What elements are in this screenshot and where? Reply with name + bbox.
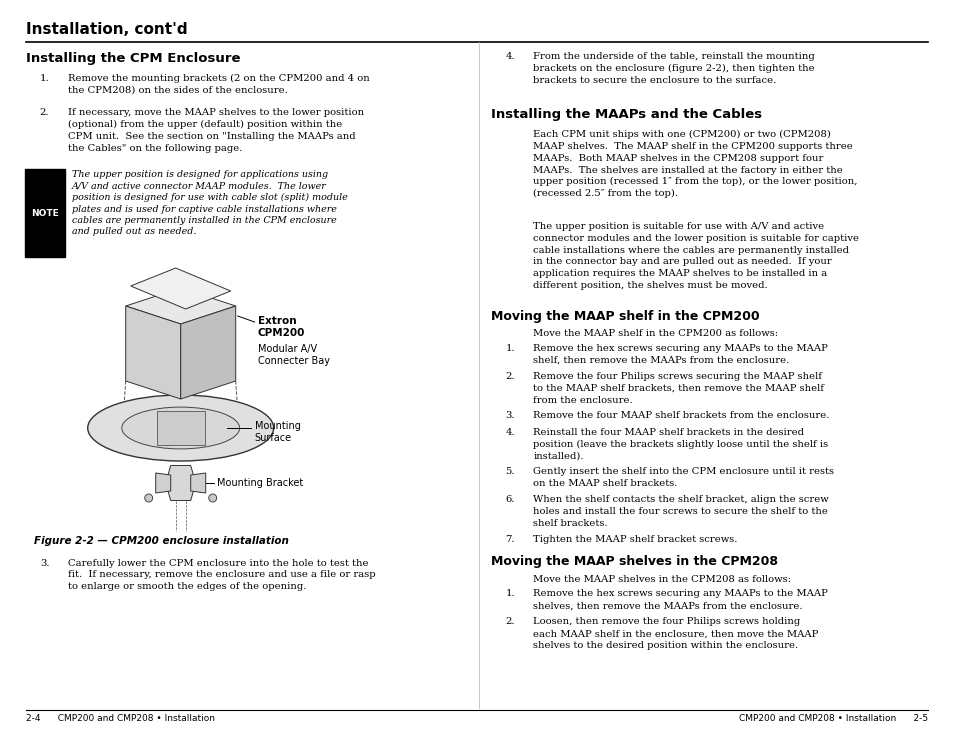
Text: 2-4      CMP200 and CMP208 • Installation: 2-4 CMP200 and CMP208 • Installation: [26, 714, 214, 723]
Text: Move the MAAP shelves in the CPM208 as follows:: Move the MAAP shelves in the CPM208 as f…: [533, 574, 790, 584]
Text: Extron
CPM200: Extron CPM200: [257, 316, 305, 337]
Text: Installation, cont'd: Installation, cont'd: [26, 22, 187, 37]
Text: Installing the MAAPs and the Cables: Installing the MAAPs and the Cables: [491, 108, 761, 121]
Text: 1.: 1.: [505, 590, 515, 599]
Text: Mounting
Surface: Mounting Surface: [254, 421, 300, 443]
Polygon shape: [155, 473, 171, 493]
Ellipse shape: [145, 494, 152, 502]
Text: 2.: 2.: [505, 618, 515, 627]
Polygon shape: [126, 306, 180, 399]
Ellipse shape: [88, 395, 274, 461]
Text: 3.: 3.: [40, 559, 50, 568]
Text: NOTE: NOTE: [30, 209, 58, 218]
Text: The upper position is designed for applications using
A/V and active connector M: The upper position is designed for appli…: [71, 170, 347, 236]
FancyBboxPatch shape: [25, 169, 65, 257]
Ellipse shape: [122, 407, 239, 449]
Text: Moving the MAAP shelves in the CPM208: Moving the MAAP shelves in the CPM208: [491, 556, 778, 568]
Text: Reinstall the four MAAP shelf brackets in the desired
position (leave the bracke: Reinstall the four MAAP shelf brackets i…: [533, 428, 827, 461]
Text: The upper position is suitable for use with A/V and active
connector modules and: The upper position is suitable for use w…: [533, 222, 859, 290]
Text: 3.: 3.: [505, 412, 515, 421]
Text: Tighten the MAAP shelf bracket screws.: Tighten the MAAP shelf bracket screws.: [533, 535, 737, 544]
Text: 6.: 6.: [505, 495, 515, 505]
Text: Each CPM unit ships with one (CPM200) or two (CPM208)
MAAP shelves.  The MAAP sh: Each CPM unit ships with one (CPM200) or…: [533, 130, 857, 199]
Polygon shape: [191, 473, 206, 493]
Text: Remove the hex screws securing any MAAPs to the MAAP
shelf, then remove the MAAP: Remove the hex screws securing any MAAPs…: [533, 344, 827, 365]
Text: 2.: 2.: [40, 108, 50, 117]
Ellipse shape: [209, 494, 216, 502]
Text: From the underside of the table, reinstall the mounting
brackets on the enclosur: From the underside of the table, reinsta…: [533, 52, 814, 85]
Text: Installing the CPM Enclosure: Installing the CPM Enclosure: [26, 52, 240, 65]
Text: Carefully lower the CPM enclosure into the hole to test the
fit.  If necessary, : Carefully lower the CPM enclosure into t…: [68, 559, 375, 591]
Text: Mounting Bracket: Mounting Bracket: [216, 478, 303, 488]
Text: 2.: 2.: [505, 372, 515, 381]
Text: Loosen, then remove the four Philips screws holding
each MAAP shelf in the enclo: Loosen, then remove the four Philips scr…: [533, 618, 818, 650]
Text: Figure 2-2 — CPM200 enclosure installation: Figure 2-2 — CPM200 enclosure installati…: [33, 537, 289, 547]
Text: Remove the hex screws securing any MAAPs to the MAAP
shelves, then remove the MA: Remove the hex screws securing any MAAPs…: [533, 590, 827, 610]
Text: Moving the MAAP shelf in the CPM200: Moving the MAAP shelf in the CPM200: [491, 310, 760, 323]
Text: 1.: 1.: [40, 74, 50, 83]
Text: Modular A/V
Connecter Bay: Modular A/V Connecter Bay: [257, 344, 329, 365]
Polygon shape: [180, 306, 235, 399]
Text: 7.: 7.: [505, 535, 515, 544]
Polygon shape: [126, 288, 235, 324]
Text: 5.: 5.: [505, 467, 515, 477]
FancyBboxPatch shape: [156, 411, 205, 445]
Text: 4.: 4.: [505, 428, 515, 437]
Text: Remove the four MAAP shelf brackets from the enclosure.: Remove the four MAAP shelf brackets from…: [533, 412, 829, 421]
Text: Remove the mounting brackets (2 on the CPM200 and 4 on
the CPM208) on the sides : Remove the mounting brackets (2 on the C…: [68, 74, 369, 95]
Polygon shape: [166, 466, 195, 500]
Text: Move the MAAP shelf in the CPM200 as follows:: Move the MAAP shelf in the CPM200 as fol…: [533, 329, 778, 338]
Text: 1.: 1.: [505, 344, 515, 353]
Text: If necessary, move the MAAP shelves to the lower position
(optional) from the up: If necessary, move the MAAP shelves to t…: [68, 108, 363, 153]
Text: Gently insert the shelf into the CPM enclosure until it rests
on the MAAP shelf : Gently insert the shelf into the CPM enc…: [533, 467, 834, 489]
Text: CMP200 and CMP208 • Installation      2-5: CMP200 and CMP208 • Installation 2-5: [739, 714, 927, 723]
Text: Remove the four Philips screws securing the MAAP shelf
to the MAAP shelf bracket: Remove the four Philips screws securing …: [533, 372, 823, 404]
Text: 4.: 4.: [505, 52, 515, 61]
Polygon shape: [131, 268, 231, 309]
Text: When the shelf contacts the shelf bracket, align the screw
holes and install the: When the shelf contacts the shelf bracke…: [533, 495, 828, 528]
